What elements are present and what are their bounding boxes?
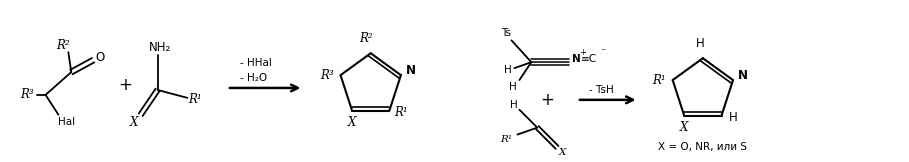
Text: N: N — [738, 69, 748, 82]
Text: H: H — [695, 37, 704, 50]
Text: R¹: R¹ — [501, 135, 513, 144]
Text: R²: R² — [56, 39, 70, 52]
Text: H: H — [510, 100, 517, 110]
Text: +: + — [579, 48, 586, 57]
Text: - H₂O: - H₂O — [240, 73, 267, 83]
Text: R³: R³ — [20, 88, 34, 101]
Text: X = O, NR, или S: X = O, NR, или S — [658, 142, 747, 152]
Text: H: H — [504, 65, 512, 75]
Text: R³: R³ — [320, 69, 334, 82]
Text: Ts: Ts — [502, 28, 512, 38]
Text: N: N — [572, 54, 580, 64]
Text: - TsH: - TsH — [589, 85, 614, 95]
Text: R¹: R¹ — [188, 93, 202, 106]
Text: Hal: Hal — [58, 117, 75, 127]
Text: +: + — [540, 91, 554, 109]
Text: N: N — [405, 64, 415, 77]
Text: NH₂: NH₂ — [148, 41, 171, 54]
Text: H: H — [509, 82, 516, 92]
Text: X: X — [558, 148, 565, 157]
Text: +: + — [118, 76, 132, 94]
Text: O: O — [95, 51, 105, 64]
Text: R¹: R¹ — [652, 74, 665, 87]
Text: ⁻: ⁻ — [600, 47, 605, 57]
Text: ≡C: ≡C — [581, 54, 597, 64]
Text: R²: R² — [359, 32, 373, 45]
Text: X: X — [130, 116, 138, 129]
Text: - HHal: - HHal — [240, 58, 272, 68]
Text: H: H — [729, 111, 738, 124]
Text: X: X — [348, 116, 356, 129]
Text: R¹: R¹ — [395, 106, 408, 119]
Text: X: X — [680, 121, 688, 134]
